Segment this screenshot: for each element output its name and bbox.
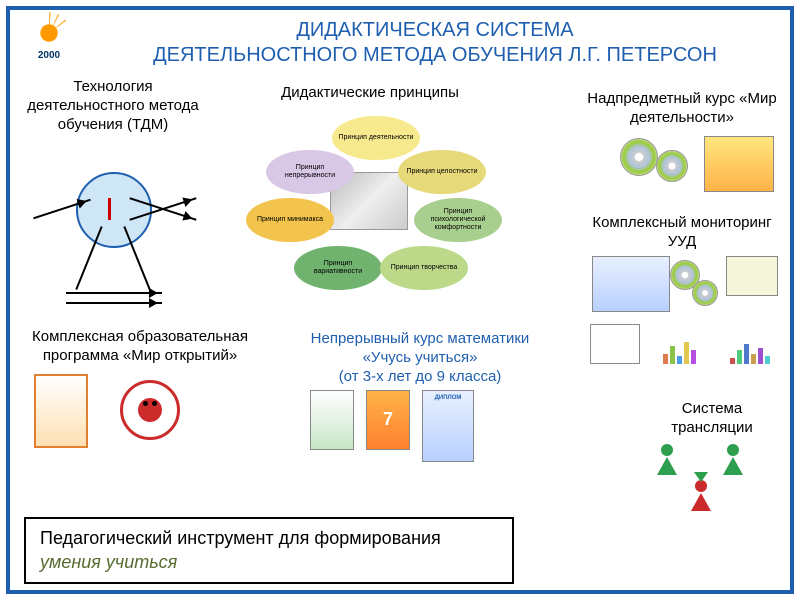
tdm-diagram [28, 168, 208, 308]
principle-oval-6: Принцип творчества [380, 246, 468, 290]
label-math-sub: (от 3-х лет до 9 класса) [339, 368, 502, 385]
tdm-arrow-base-2 [66, 302, 162, 304]
tdm-circle [76, 172, 152, 248]
label-math: Непрерывный курс математики «Учусь учить… [290, 330, 550, 386]
principle-oval-3: Принцип минимакса [246, 198, 334, 242]
label-principles: Дидактические принципы [250, 84, 490, 103]
footer-italic: умения учиться [40, 552, 177, 572]
person-icon-green-1 [656, 444, 678, 476]
label-tdm: Технология деятельностного метода обучен… [20, 78, 206, 134]
principle-oval-1: Принцип непрерывности [266, 150, 354, 194]
person-icon-red [690, 480, 712, 512]
label-transmission: Система трансляции [642, 400, 782, 438]
program-logo-circle [120, 380, 180, 440]
principle-oval-5: Принцип вариативности [294, 246, 382, 290]
logo-sun-icon [34, 18, 64, 48]
course-disc-1 [620, 138, 658, 176]
title-line-2: ДЕЯТЕЛЬНОСТНОГО МЕТОДА ОБУЧЕНИЯ Л.Г. ПЕТ… [153, 44, 717, 66]
monitoring-screen [592, 256, 670, 312]
monitoring-chart-1 [663, 330, 696, 364]
logo: 2000 [14, 14, 84, 64]
person-icon-green-2 [722, 444, 744, 476]
label-course: Надпредметный курс «Мир деятельности» [582, 90, 782, 128]
principles-cluster: Принцип деятельностиПринцип непрерывност… [232, 110, 502, 310]
arrow-down-icon [694, 472, 708, 482]
label-program: Комплексная образовательная программа «М… [20, 328, 260, 366]
math-book-2: 7 [366, 390, 410, 450]
ladybug-icon [138, 398, 162, 422]
math-book-1 [310, 390, 354, 450]
label-math-title: Непрерывный курс математики «Учусь учить… [311, 330, 530, 366]
tdm-arrow-base-1 [66, 292, 162, 294]
monitoring-disc-2 [692, 280, 718, 306]
footer-box: Педагогический инструмент для формирован… [24, 517, 514, 584]
principle-oval-2: Принцип целостности [398, 150, 486, 194]
monitoring-chart-2 [730, 330, 770, 364]
monitoring-sheet-1 [726, 256, 778, 296]
label-monitoring: Комплексный мониторинг УУД [582, 214, 782, 252]
monitoring-sheet-2 [590, 324, 640, 364]
course-book [704, 136, 774, 192]
principle-oval-0: Принцип деятельности [332, 116, 420, 160]
tdm-red-bar [108, 198, 111, 220]
course-disc-2 [656, 150, 688, 182]
program-book [34, 374, 88, 448]
math-diploma: ДИПЛОМ [422, 390, 474, 462]
main-title: ДИДАКТИЧЕСКАЯ СИСТЕМА ДЕЯТЕЛЬНОСТНОГО МЕ… [90, 18, 780, 68]
title-line-1: ДИДАКТИЧЕСКАЯ СИСТЕМА [296, 19, 573, 41]
footer-text: Педагогический инструмент для формирован… [40, 528, 441, 548]
principle-oval-4: Принцип психологической комфортности [414, 198, 502, 242]
